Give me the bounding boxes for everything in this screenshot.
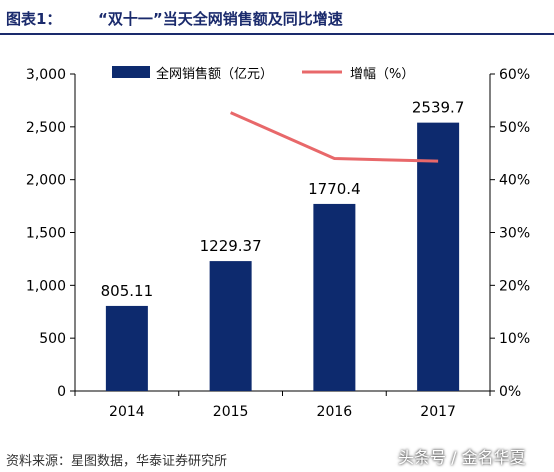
- x-tick-label: 2017: [420, 404, 456, 420]
- bar-data-label: 1229.37: [200, 237, 262, 255]
- y-right-tick-label: 50%: [499, 120, 530, 136]
- bar: [209, 261, 252, 391]
- chart-title: “双十一”当天全网销售额及同比增速: [98, 10, 343, 28]
- growth-line: [230, 111, 439, 163]
- y-right-tick-label: 10%: [499, 331, 530, 347]
- legend-bar-swatch: [112, 66, 150, 78]
- bar: [417, 122, 460, 391]
- bar: [313, 203, 356, 391]
- chart-canvas: 0 500 1,000 1,500 2,000 2,500 3,000 0% 10% 20% 30%…: [26, 66, 530, 420]
- y-right-tick-label: 0%: [499, 384, 521, 400]
- x-tick-label: 2015: [213, 404, 249, 420]
- y-right-tick-label: 60%: [499, 67, 530, 83]
- bar: [105, 305, 148, 391]
- x-tick-label: 2014: [109, 404, 145, 420]
- bar-data-label: 2539.7: [412, 99, 465, 117]
- source-note: 资料来源：星图数据，华泰证券研究所: [6, 454, 228, 469]
- x-tick-label: 2016: [317, 404, 353, 420]
- y-left-tick-label: 2,000: [26, 173, 66, 189]
- legend-bar-label: 全网销售额（亿元）: [156, 66, 273, 82]
- figure-header: 图表1： “双十一”当天全网销售额及同比增速: [0, 0, 554, 36]
- y-right-tick-label: 30%: [499, 226, 530, 242]
- y-left-tick-label: 0: [57, 384, 66, 400]
- y-left-tick-label: 1,000: [26, 278, 66, 294]
- legend-line-label: 增幅（%）: [350, 67, 414, 82]
- figure-label: 图表1：: [6, 10, 62, 28]
- y-left-tick-label: 3,000: [26, 67, 66, 83]
- y-right-tick-label: 40%: [499, 173, 530, 189]
- y-left-tick-label: 500: [39, 331, 66, 347]
- y-right-tick-label: 20%: [499, 278, 530, 294]
- bar-data-label: 1770.4: [308, 180, 361, 198]
- header-divider: [0, 33, 554, 35]
- watermark-text: 头条号 / 金名华夏: [398, 448, 526, 467]
- y-left-tick-label: 1,500: [26, 226, 66, 242]
- y-left-tick-label: 2,500: [26, 120, 66, 136]
- bar-data-label: 805.11: [101, 282, 154, 300]
